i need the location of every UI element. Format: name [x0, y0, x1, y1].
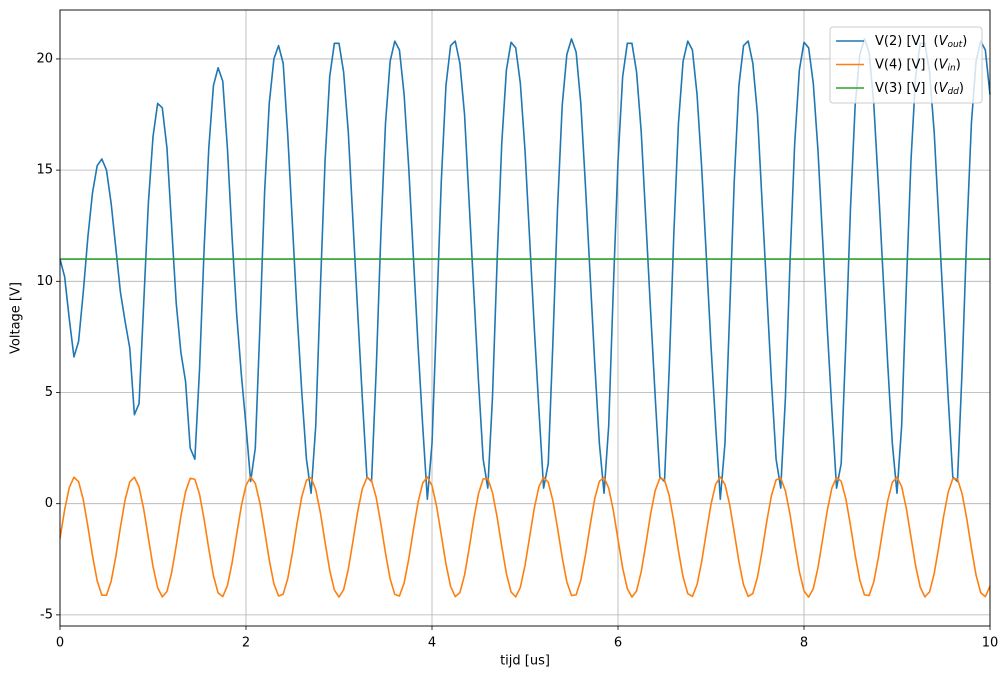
legend-symbol: V [939, 81, 949, 96]
legend-label: V(2) [V] (Vout) [875, 34, 967, 50]
legend-paren: ( [933, 81, 938, 96]
series-line [59, 476, 991, 598]
y-axis-label: Voltage [V] [9, 282, 24, 354]
x-axis-label: tijd [us] [500, 654, 550, 669]
y-tick-label: 5 [45, 385, 53, 400]
legend-box [829, 26, 983, 104]
y-tick-label: 0 [45, 496, 53, 511]
x-tick-label: 6 [614, 636, 622, 651]
y-tick-label: -5 [40, 607, 53, 622]
legend-label: V(3) [V] (Vdd) [875, 81, 964, 97]
y-tick-label: 10 [36, 274, 53, 289]
legend-subscript: dd [947, 87, 959, 97]
legend-paren: ( [933, 34, 938, 49]
legend-paren: ( [933, 57, 938, 72]
legend-symbol: V [939, 34, 949, 49]
plot-frame [59, 9, 991, 627]
y-tick-label: 15 [36, 163, 53, 178]
x-tick-label: 0 [56, 636, 64, 651]
y-tick-label: 20 [36, 51, 53, 66]
legend-paren: ) [959, 81, 964, 96]
legend-name: V(4) [V] [875, 57, 925, 72]
legend-paren: ) [962, 34, 967, 49]
x-tick-label: 2 [242, 636, 250, 651]
x-tick-label: 10 [982, 636, 999, 651]
legend-name: V(3) [V] [875, 81, 925, 96]
legend-subscript: out [947, 40, 962, 50]
legend-symbol: V [939, 57, 949, 72]
legend-paren: ) [956, 57, 961, 72]
legend-label: V(4) [V] (Vin) [875, 57, 961, 73]
series-line [59, 38, 991, 501]
x-tick-label: 4 [428, 636, 436, 651]
x-tick-label: 8 [800, 636, 808, 651]
legend-name: V(2) [V] [875, 34, 925, 49]
legend-subscript: in [947, 63, 956, 73]
